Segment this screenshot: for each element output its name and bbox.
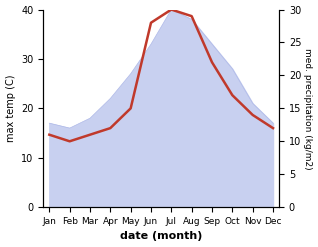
Y-axis label: max temp (C): max temp (C) — [5, 75, 16, 142]
Y-axis label: med. precipitation (kg/m2): med. precipitation (kg/m2) — [303, 48, 313, 169]
X-axis label: date (month): date (month) — [120, 231, 202, 242]
